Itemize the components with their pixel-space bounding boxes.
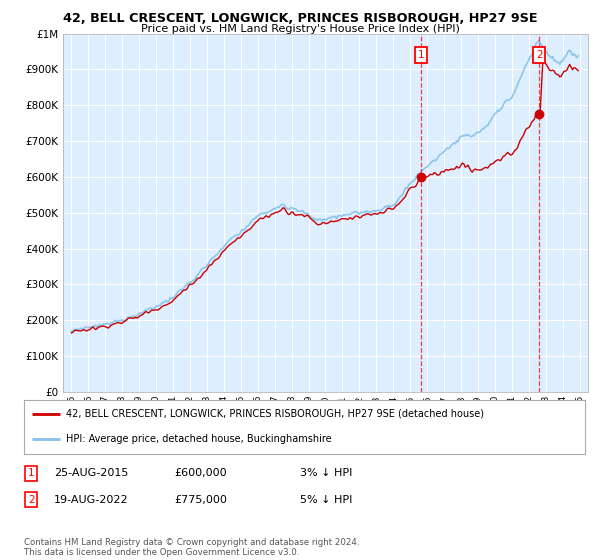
Text: 1: 1 (28, 468, 35, 478)
Text: 42, BELL CRESCENT, LONGWICK, PRINCES RISBOROUGH, HP27 9SE (detached house): 42, BELL CRESCENT, LONGWICK, PRINCES RIS… (66, 409, 484, 419)
Text: £775,000: £775,000 (174, 494, 227, 505)
Text: 25-AUG-2015: 25-AUG-2015 (54, 468, 128, 478)
Text: Price paid vs. HM Land Registry's House Price Index (HPI): Price paid vs. HM Land Registry's House … (140, 24, 460, 34)
Text: 3% ↓ HPI: 3% ↓ HPI (300, 468, 352, 478)
Text: 42, BELL CRESCENT, LONGWICK, PRINCES RISBOROUGH, HP27 9SE: 42, BELL CRESCENT, LONGWICK, PRINCES RIS… (63, 12, 537, 25)
Text: 2: 2 (28, 494, 35, 505)
Text: £600,000: £600,000 (174, 468, 227, 478)
Text: Contains HM Land Registry data © Crown copyright and database right 2024.
This d: Contains HM Land Registry data © Crown c… (24, 538, 359, 557)
Text: 5% ↓ HPI: 5% ↓ HPI (300, 494, 352, 505)
Text: 19-AUG-2022: 19-AUG-2022 (54, 494, 128, 505)
Text: 1: 1 (418, 50, 424, 60)
Text: 2: 2 (536, 50, 543, 60)
Text: HPI: Average price, detached house, Buckinghamshire: HPI: Average price, detached house, Buck… (66, 433, 332, 444)
